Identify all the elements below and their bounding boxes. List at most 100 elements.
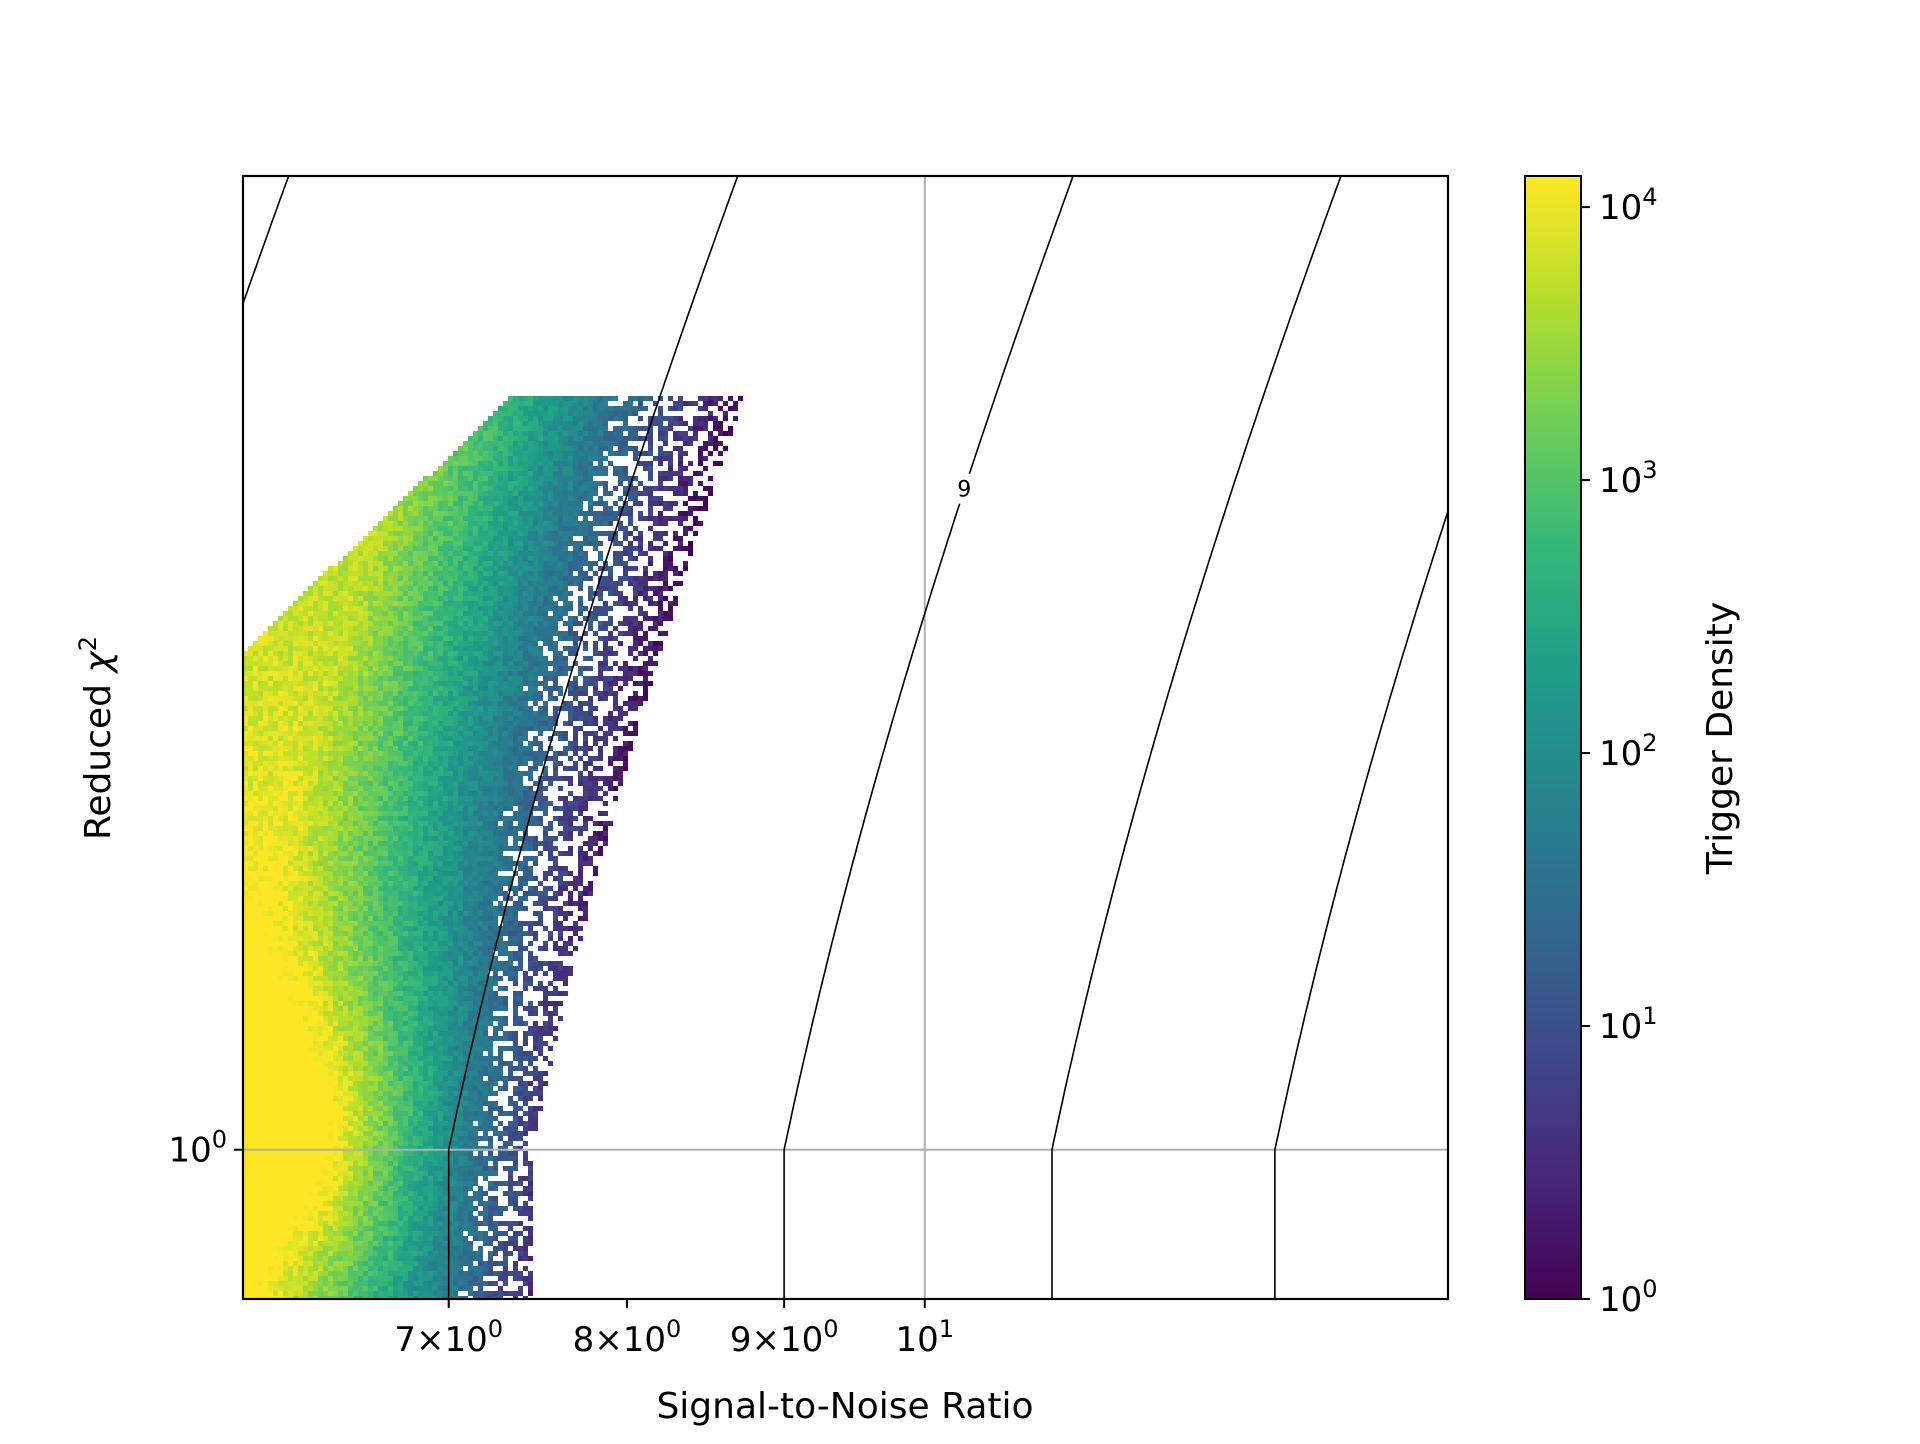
density-cell	[513, 626, 518, 631]
density-cell	[348, 556, 353, 561]
density-cell	[518, 396, 523, 401]
density-cell	[398, 611, 403, 616]
density-cell	[468, 696, 473, 701]
density-cell	[553, 776, 558, 781]
density-cell	[413, 681, 418, 686]
density-cell	[533, 711, 538, 716]
density-cell	[458, 646, 463, 651]
density-cell	[428, 491, 433, 496]
density-cell	[483, 736, 488, 741]
density-cell	[533, 631, 538, 636]
density-cell	[618, 776, 623, 781]
density-cell	[463, 476, 468, 481]
density-cell	[298, 711, 303, 716]
density-cell	[603, 411, 608, 416]
density-cell	[283, 676, 288, 681]
density-cell	[543, 766, 548, 771]
density-cell	[413, 611, 418, 616]
density-cell	[423, 606, 428, 611]
density-cell	[423, 616, 428, 621]
density-cell	[598, 581, 603, 586]
density-cell	[368, 721, 373, 726]
density-cell	[488, 531, 493, 536]
density-cell	[553, 531, 558, 536]
density-cell	[513, 496, 518, 501]
density-cell	[288, 631, 293, 636]
density-cell	[613, 551, 618, 556]
density-cell	[538, 461, 543, 466]
density-cell	[383, 611, 388, 616]
density-cell	[358, 681, 363, 686]
density-cell	[413, 511, 418, 516]
density-cell	[408, 536, 413, 541]
density-cell	[453, 571, 458, 576]
density-cell	[568, 431, 573, 436]
density-cell	[433, 771, 438, 776]
density-cell	[298, 736, 303, 741]
density-cell	[278, 791, 283, 796]
density-cell	[328, 706, 333, 711]
density-cell	[428, 696, 433, 701]
density-cell	[513, 611, 518, 616]
density-cell	[413, 531, 418, 536]
density-cell	[628, 436, 633, 441]
density-cell	[278, 616, 283, 621]
density-cell	[318, 776, 323, 781]
density-cell	[653, 661, 658, 666]
density-cell	[443, 681, 448, 686]
density-cell	[338, 606, 343, 611]
density-cell	[418, 596, 423, 601]
density-cell	[493, 446, 498, 451]
density-cell	[403, 676, 408, 681]
density-cell	[273, 696, 278, 701]
density-cell	[353, 606, 358, 611]
density-cell	[258, 701, 263, 706]
density-cell	[563, 656, 568, 661]
density-cell	[323, 711, 328, 716]
density-cell	[638, 696, 643, 701]
density-cell	[508, 406, 513, 411]
density-cell	[253, 746, 258, 751]
density-cell	[283, 741, 288, 746]
density-cell	[508, 626, 513, 631]
density-cell	[283, 661, 288, 666]
density-cell	[368, 691, 373, 696]
density-cell	[503, 701, 508, 706]
density-cell	[463, 621, 468, 626]
density-cell	[518, 481, 523, 486]
density-cell	[573, 741, 578, 746]
density-cell	[518, 461, 523, 466]
density-cell	[678, 486, 683, 491]
density-cell	[588, 486, 593, 491]
density-cell	[563, 471, 568, 476]
density-cell	[528, 461, 533, 466]
density-cell	[398, 621, 403, 626]
density-cell	[463, 676, 468, 681]
density-cell	[308, 731, 313, 736]
density-cell	[598, 461, 603, 466]
density-cell	[368, 756, 373, 761]
density-cell	[408, 566, 413, 571]
density-cell	[633, 621, 638, 626]
density-cell	[448, 486, 453, 491]
density-cell	[463, 536, 468, 541]
density-cell	[568, 636, 573, 641]
density-cell	[418, 766, 423, 771]
density-cell	[498, 751, 503, 756]
density-cell	[398, 571, 403, 576]
density-cell	[483, 551, 488, 556]
density-cell	[598, 626, 603, 631]
density-cell	[628, 566, 633, 571]
density-cell	[508, 601, 513, 606]
density-cell	[478, 661, 483, 666]
density-cell	[303, 726, 308, 731]
density-cell	[263, 646, 268, 651]
density-cell	[473, 461, 478, 466]
density-cell	[443, 596, 448, 601]
density-cell	[573, 406, 578, 411]
density-cell	[518, 531, 523, 536]
density-cell	[673, 536, 678, 541]
density-cell	[428, 756, 433, 761]
density-cell	[653, 616, 658, 621]
density-cell	[408, 626, 413, 631]
